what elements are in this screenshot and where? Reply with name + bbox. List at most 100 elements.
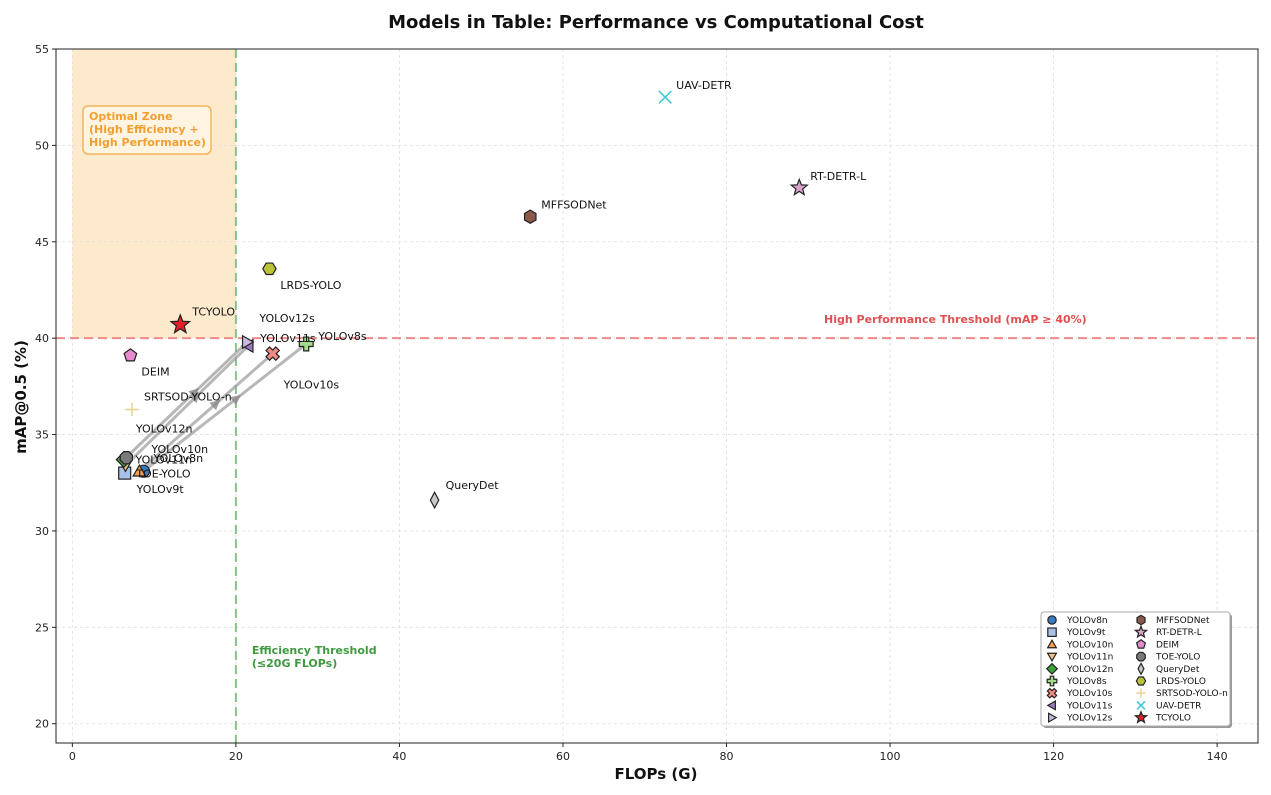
- optimal-zone-line-1: (High Efficiency +: [89, 123, 199, 136]
- x-tick-label-60: 60: [556, 750, 570, 763]
- legend-marker-yolov9t: [1047, 627, 1057, 637]
- label-yolov8n: YOLOv8n: [152, 452, 203, 465]
- legend-label-yolov9t: YOLOv9t: [1066, 628, 1106, 638]
- connection-arrowhead: [229, 395, 241, 406]
- legend-label-deim: DEIM: [1156, 640, 1179, 650]
- connection-arrowhead: [209, 399, 221, 411]
- point-mffsodnet: [523, 209, 537, 225]
- legend-label-lrds-yolo: LRDS-YOLO: [1156, 677, 1206, 687]
- legend-marker-tcyolo: [1133, 710, 1149, 724]
- point-toe-yolo: [119, 450, 134, 465]
- label-toe-yolo: TOE-YOLO: [135, 468, 191, 481]
- connection-arrowhead: [188, 388, 200, 399]
- point-yolov8s: [298, 336, 314, 352]
- label-yolov12n: YOLOv12n: [135, 423, 193, 436]
- efficiency-threshold-label: Efficiency Threshold (≤20G FLOPs): [252, 644, 377, 670]
- point-tcyolo: [169, 313, 192, 334]
- point-deim: [123, 348, 138, 362]
- legend-marker-lrds-yolo: [1135, 676, 1147, 686]
- legend-label-srtsod-yolo-n: SRTSOD-YOLO-n: [1156, 689, 1228, 699]
- point-uav-detr: [658, 90, 672, 104]
- legend-marker-yolov10s: [1046, 687, 1058, 699]
- legend-label-mffsodnet: MFFSODNet: [1156, 616, 1210, 626]
- legend-marker-yolov10n: [1046, 638, 1058, 649]
- legend-marker-yolov12n: [1045, 662, 1059, 675]
- legend-label-toe-yolo: TOE-YOLO: [1155, 653, 1200, 663]
- y-tick-label-30: 30: [35, 525, 49, 538]
- legend-label-uav-detr: UAV-DETR: [1156, 701, 1201, 711]
- legend-marker-yolov11n: [1046, 652, 1058, 663]
- point-yolov10s: [265, 346, 281, 362]
- efficiency-threshold-line-0: Efficiency Threshold: [252, 644, 377, 657]
- point-lrds-yolo: [262, 262, 277, 276]
- legend-label-yolov10s: YOLOv10s: [1066, 689, 1113, 699]
- x-axis-label: FLOPs (G): [615, 765, 698, 783]
- legend-marker-querydet: [1137, 662, 1145, 676]
- legend-marker-rt-detr-l: [1133, 624, 1149, 639]
- label-yolov11s: YOLOv11s: [259, 332, 316, 345]
- y-tick-label-40: 40: [35, 332, 49, 345]
- legend-label-tcyolo: TCYOLO: [1155, 714, 1191, 724]
- legend-label-querydet: QueryDet: [1156, 665, 1200, 675]
- connections: [122, 340, 308, 473]
- connection-yolov10n-yolov10s: [138, 352, 274, 473]
- connection-yolov12n-yolov12s: [122, 340, 249, 461]
- optimal-zone-label-box: [82, 105, 212, 155]
- label-lrds-yolo: LRDS-YOLO: [280, 279, 341, 292]
- point-yolov10n: [132, 463, 147, 477]
- legend-box: [1040, 611, 1231, 727]
- legend-marker-deim: [1135, 639, 1147, 649]
- y-tick-label-55: 55: [35, 43, 49, 56]
- performance-threshold-label: High Performance Threshold (mAP ≥ 40%): [824, 313, 1087, 326]
- optimal-zone: [72, 49, 236, 339]
- label-yolov10n: YOLOv10n: [150, 443, 208, 456]
- x-tick-label-40: 40: [392, 750, 406, 763]
- label-mffsodnet: MFFSODNet: [541, 199, 607, 212]
- optimal-zone-label: Optimal Zone (High Efficiency + High Perfo…: [89, 110, 206, 149]
- y-tick-label-35: 35: [35, 429, 49, 442]
- legend-label-yolov8s: YOLOv8s: [1066, 677, 1107, 687]
- label-yolov12s: YOLOv12s: [258, 312, 315, 325]
- efficiency-threshold-line-1: (≤20G FLOPs): [252, 657, 337, 670]
- label-yolov8s: YOLOv8s: [317, 330, 367, 343]
- x-tick-label-80: 80: [720, 750, 734, 763]
- x-tick-label-20: 20: [229, 750, 243, 763]
- plot-frame: [55, 48, 1259, 744]
- y-tick-label-25: 25: [35, 621, 49, 634]
- optimal-zone-line-0: Optimal Zone: [89, 110, 173, 123]
- legend: YOLOv8n YOLOv9t YOLOv10n YOLOv11n YOLOv12n YO…: [1040, 611, 1232, 728]
- chart-title: Models in Table: Performance vs Computat…: [388, 12, 924, 33]
- legend-label-yolov11s: YOLOv11s: [1066, 701, 1113, 711]
- x-tick-label-120: 120: [1043, 750, 1064, 763]
- connection-yolov11n-yolov11s: [124, 344, 250, 467]
- label-rt-detr-l: RT-DETR-L: [810, 170, 867, 183]
- label-uav-detr: UAV-DETR: [676, 79, 732, 92]
- label-querydet: QueryDet: [446, 479, 500, 492]
- legend-label-yolov8n: YOLOv8n: [1066, 616, 1108, 626]
- legend-marker-yolov12s: [1048, 712, 1058, 723]
- optimal-zone-line-2: High Performance): [89, 136, 206, 149]
- label-tcyolo: TCYOLO: [191, 306, 235, 319]
- legend-label-yolov12s: YOLOv12s: [1066, 714, 1113, 724]
- y-tick-label-20: 20: [35, 718, 49, 731]
- point-querydet: [429, 491, 440, 510]
- legend-marker-yolov8s: [1046, 675, 1058, 687]
- legend-marker-srtsod-yolo-n: [1136, 688, 1146, 698]
- legend-marker-uav-detr: [1136, 700, 1146, 710]
- y-tick-label-45: 45: [35, 236, 49, 249]
- legend-marker-yolov8n: [1047, 615, 1057, 625]
- label-yolov9t: YOLOv9t: [136, 483, 185, 496]
- legend-marker-mffsodnet: [1136, 614, 1146, 626]
- x-tick-label-140: 140: [1207, 750, 1228, 763]
- point-srtsod-yolo-n: [125, 402, 139, 417]
- legend-label-yolov11n: YOLOv11n: [1066, 653, 1113, 663]
- connection-yolov8n-yolov8s: [142, 342, 308, 473]
- x-tick-label-0: 0: [69, 750, 76, 763]
- legend-label-yolov12n: YOLOv12n: [1066, 665, 1113, 675]
- label-srtsod-yolo-n: SRTSOD-YOLO-n: [144, 390, 232, 403]
- label-yolov11n: YOLOv11n: [135, 453, 193, 466]
- legend-marker-toe-yolo: [1136, 651, 1146, 662]
- legend-marker-yolov11s: [1046, 700, 1056, 711]
